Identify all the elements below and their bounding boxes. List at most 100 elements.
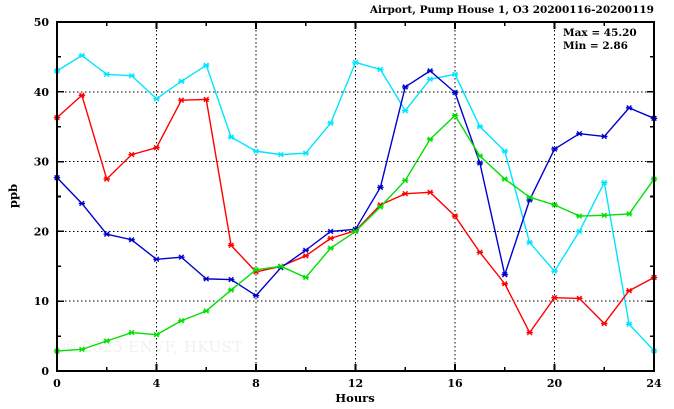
series-marker [551,202,558,208]
data-series [53,112,658,354]
series-marker [625,105,633,111]
series-marker [402,190,409,197]
data-series-group [53,52,658,354]
series-marker [178,78,185,85]
watermark: © 2025 ENVF, HKUST [62,338,243,356]
series-marker [103,338,110,344]
series-marker [501,176,508,182]
series-marker [128,236,135,243]
series-marker [426,68,434,74]
x-tick-label: 16 [447,377,463,390]
series-marker [426,76,434,83]
series-marker [203,62,210,69]
x-tick-label: 4 [153,377,161,390]
series-marker [203,276,210,282]
series-marker [227,134,235,140]
series-marker [402,177,409,184]
series-marker [625,287,633,294]
series-marker [103,231,110,237]
data-series [53,68,658,299]
series-marker [576,228,583,235]
y-tick-label: 40 [34,86,50,99]
series-marker [451,71,459,78]
series-marker [203,308,210,314]
chart-title: Airport, Pump House 1, O3 20200116-20200… [369,4,654,16]
series-marker [426,136,434,143]
series-marker [153,331,160,338]
series-marker [551,268,558,274]
stats-box: Max = 45.20 Min = 2.86 [563,27,637,52]
series-marker [501,280,508,287]
series-marker [625,321,633,328]
series-marker [277,263,285,270]
x-axis-label: Hours [335,391,374,405]
series-marker [526,194,533,200]
series-marker [352,59,359,66]
series-marker [601,212,608,219]
y-tick-label: 30 [34,156,50,169]
series-marker [625,211,633,217]
x-tick-label: 20 [547,377,563,390]
watermark-text: © 2025 ENVF, HKUST [62,338,243,356]
series-marker [178,254,185,261]
series-marker [327,228,334,235]
x-tick-label: 8 [252,377,260,390]
series-marker [302,274,309,281]
series-marker [178,97,185,103]
series-marker [78,346,86,353]
series-marker [78,52,86,59]
x-tick-label: 24 [646,377,662,390]
series-marker [78,92,86,99]
series-marker [302,253,309,259]
series-marker [302,247,309,254]
series-marker [601,320,608,327]
series-marker [153,144,160,151]
series-marker [252,292,260,299]
series-marker [128,329,135,336]
series-marker [402,107,409,114]
min-value-label: Min = 2.86 [563,40,628,52]
series-marker [327,120,334,127]
series-marker [203,96,210,103]
series-marker [476,153,484,159]
series-marker [476,249,484,256]
series-marker [451,89,459,96]
tick-labels: 0 4 8 12 16 20 24 0 10 20 30 40 50 [34,16,662,390]
plot-frame [55,20,656,373]
gridlines [57,22,654,371]
series-marker [426,189,434,196]
y-tick-label: 10 [34,295,50,308]
series-marker [327,235,334,242]
series-marker [252,266,260,273]
series-marker [501,271,508,278]
series-marker [601,179,608,186]
series-marker [277,151,285,158]
series-marker [327,245,334,251]
series-marker [576,213,583,219]
series-marker [476,160,484,166]
y-axis-label: ppb [6,184,20,208]
series-marker [252,148,260,154]
series-marker [78,200,86,207]
series-marker [476,123,484,130]
series-marker [227,242,235,249]
y-tick-label: 20 [34,225,50,238]
series-marker [377,204,384,210]
series-marker [153,256,160,263]
series-marker [402,84,409,90]
series-marker [526,239,533,246]
series-marker [576,295,583,302]
series-marker [128,72,135,79]
series-marker [501,148,508,154]
series-marker [377,184,384,191]
y-tick-label: 0 [41,365,49,378]
series-marker [377,66,384,73]
series-marker [352,228,359,235]
series-marker [178,317,185,324]
series-marker [601,133,608,140]
data-series [53,52,658,354]
series-marker [103,176,110,182]
